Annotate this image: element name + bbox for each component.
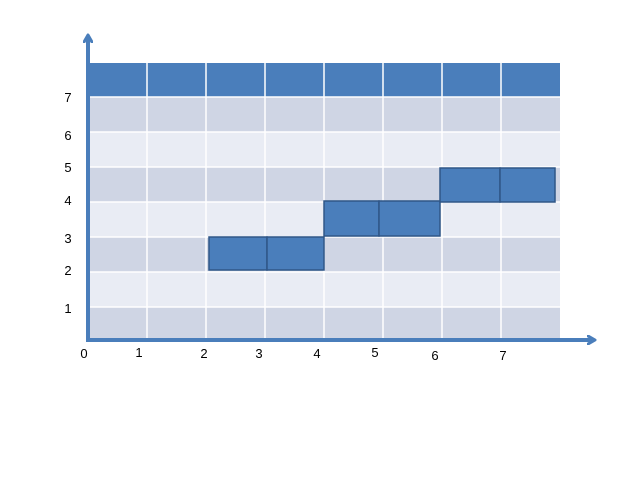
axes <box>86 38 592 342</box>
step-block <box>208 236 268 271</box>
x-tick-label: 4 <box>313 346 320 361</box>
x-tick-label: 0 <box>80 346 87 361</box>
y-tick-label: 5 <box>64 160 71 175</box>
x-tick-label: 3 <box>255 346 262 361</box>
x-tick-label: 6 <box>431 348 438 363</box>
step-block <box>266 236 325 271</box>
y-tick-label: 6 <box>64 128 71 143</box>
step-block <box>439 167 501 203</box>
y-tick-label: 7 <box>64 90 71 105</box>
step-block <box>499 167 556 203</box>
step-block <box>323 200 380 237</box>
x-tick-labels: 0 1 2 3 4 5 6 7 <box>80 345 506 363</box>
x-tick-label: 5 <box>371 345 378 360</box>
y-tick-labels: 1 2 3 4 5 6 7 <box>64 90 71 316</box>
x-tick-label: 7 <box>499 348 506 363</box>
y-tick-label: 3 <box>64 231 71 246</box>
y-tick-label: 1 <box>64 301 71 316</box>
y-tick-label: 4 <box>64 193 71 208</box>
step-blocks <box>208 167 556 271</box>
y-tick-label: 2 <box>64 263 71 278</box>
x-tick-label: 1 <box>135 345 142 360</box>
x-tick-label: 2 <box>200 346 207 361</box>
step-block <box>378 200 441 237</box>
